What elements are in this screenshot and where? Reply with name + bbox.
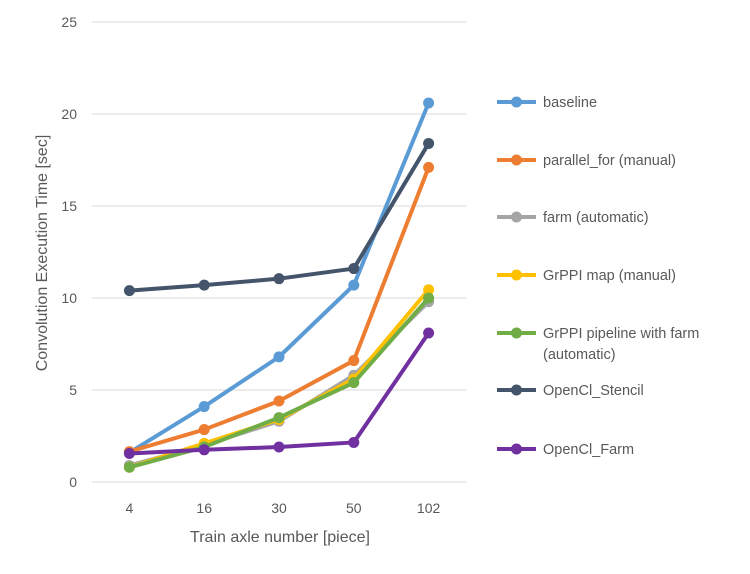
x-tick-label: 102: [417, 500, 441, 516]
legend-label: GrPPI pipeline with farm: [543, 326, 699, 342]
data-point: [423, 284, 435, 296]
series-lines: [123, 97, 435, 473]
legend-entry: OpenCl_Farm: [497, 442, 634, 458]
legend-label: parallel_for (manual): [543, 153, 676, 169]
data-point: [198, 424, 210, 436]
y-tick-label: 0: [69, 474, 77, 490]
data-point: [198, 444, 210, 456]
data-point: [273, 395, 285, 407]
legend-swatch-marker: [511, 384, 522, 396]
y-tick-label: 25: [61, 14, 77, 30]
x-tick-label: 16: [196, 500, 212, 516]
data-point: [423, 137, 435, 149]
data-point: [273, 441, 285, 453]
data-point: [273, 273, 285, 285]
gridlines: [92, 21, 466, 483]
legend-label: farm (automatic): [543, 210, 649, 226]
y-axis-ticks: 0 5 10 15 20 25: [61, 14, 77, 490]
legend-entry: OpenCl_Stencil: [497, 383, 644, 399]
y-tick-label: 5: [69, 382, 77, 398]
y-tick-label: 15: [61, 198, 77, 214]
legend-entry: parallel_for (manual): [497, 153, 676, 169]
data-point: [123, 285, 135, 297]
data-point: [423, 161, 435, 173]
legend-swatch-marker: [511, 327, 522, 339]
legend-swatch-marker: [511, 211, 522, 223]
data-point: [198, 279, 210, 291]
data-point: [423, 97, 435, 109]
data-point: [348, 263, 360, 275]
legend-label: GrPPI map (manual): [543, 268, 676, 284]
legend-label: OpenCl_Stencil: [543, 383, 644, 399]
legend-entry: GrPPI pipeline with farm (automatic): [497, 326, 699, 363]
x-axis-ticks: 4 16 30 50 102: [126, 500, 441, 516]
legend-label: baseline: [543, 95, 597, 111]
x-tick-label: 50: [346, 500, 362, 516]
data-point: [348, 355, 360, 367]
legend: baseline parallel_for (manual) farm (autom…: [497, 95, 699, 458]
series-line: [127, 141, 431, 293]
data-point: [348, 436, 360, 448]
legend-label: OpenCl_Farm: [543, 442, 634, 458]
data-point: [348, 377, 360, 389]
legend-entry: farm (automatic): [497, 210, 649, 226]
series-line: [127, 287, 431, 470]
series-line: [127, 299, 431, 468]
legend-entry: GrPPI map (manual): [497, 268, 676, 284]
y-axis-title: Convolution Execution Time [sec]: [34, 135, 51, 372]
legend-label-line2: (automatic): [543, 347, 616, 363]
legend-swatch-marker: [511, 154, 522, 166]
series-6: [123, 327, 435, 459]
legend-swatch-marker: [511, 443, 522, 455]
x-axis-title: Train axle number [piece]: [190, 529, 370, 546]
data-point: [423, 292, 435, 304]
legend-swatch-marker: [511, 96, 522, 108]
data-point: [348, 279, 360, 291]
data-point: [198, 401, 210, 413]
x-tick-label: 30: [271, 500, 287, 516]
y-tick-label: 20: [61, 106, 77, 122]
data-point: [273, 412, 285, 424]
y-tick-label: 10: [61, 290, 77, 306]
data-point: [273, 351, 285, 363]
legend-entry: baseline: [497, 95, 597, 111]
x-tick-label: 4: [126, 500, 134, 516]
data-point: [123, 447, 135, 459]
series-5: [123, 137, 435, 297]
data-point: [123, 461, 135, 473]
legend-swatch-marker: [511, 269, 522, 281]
data-point: [423, 327, 435, 339]
